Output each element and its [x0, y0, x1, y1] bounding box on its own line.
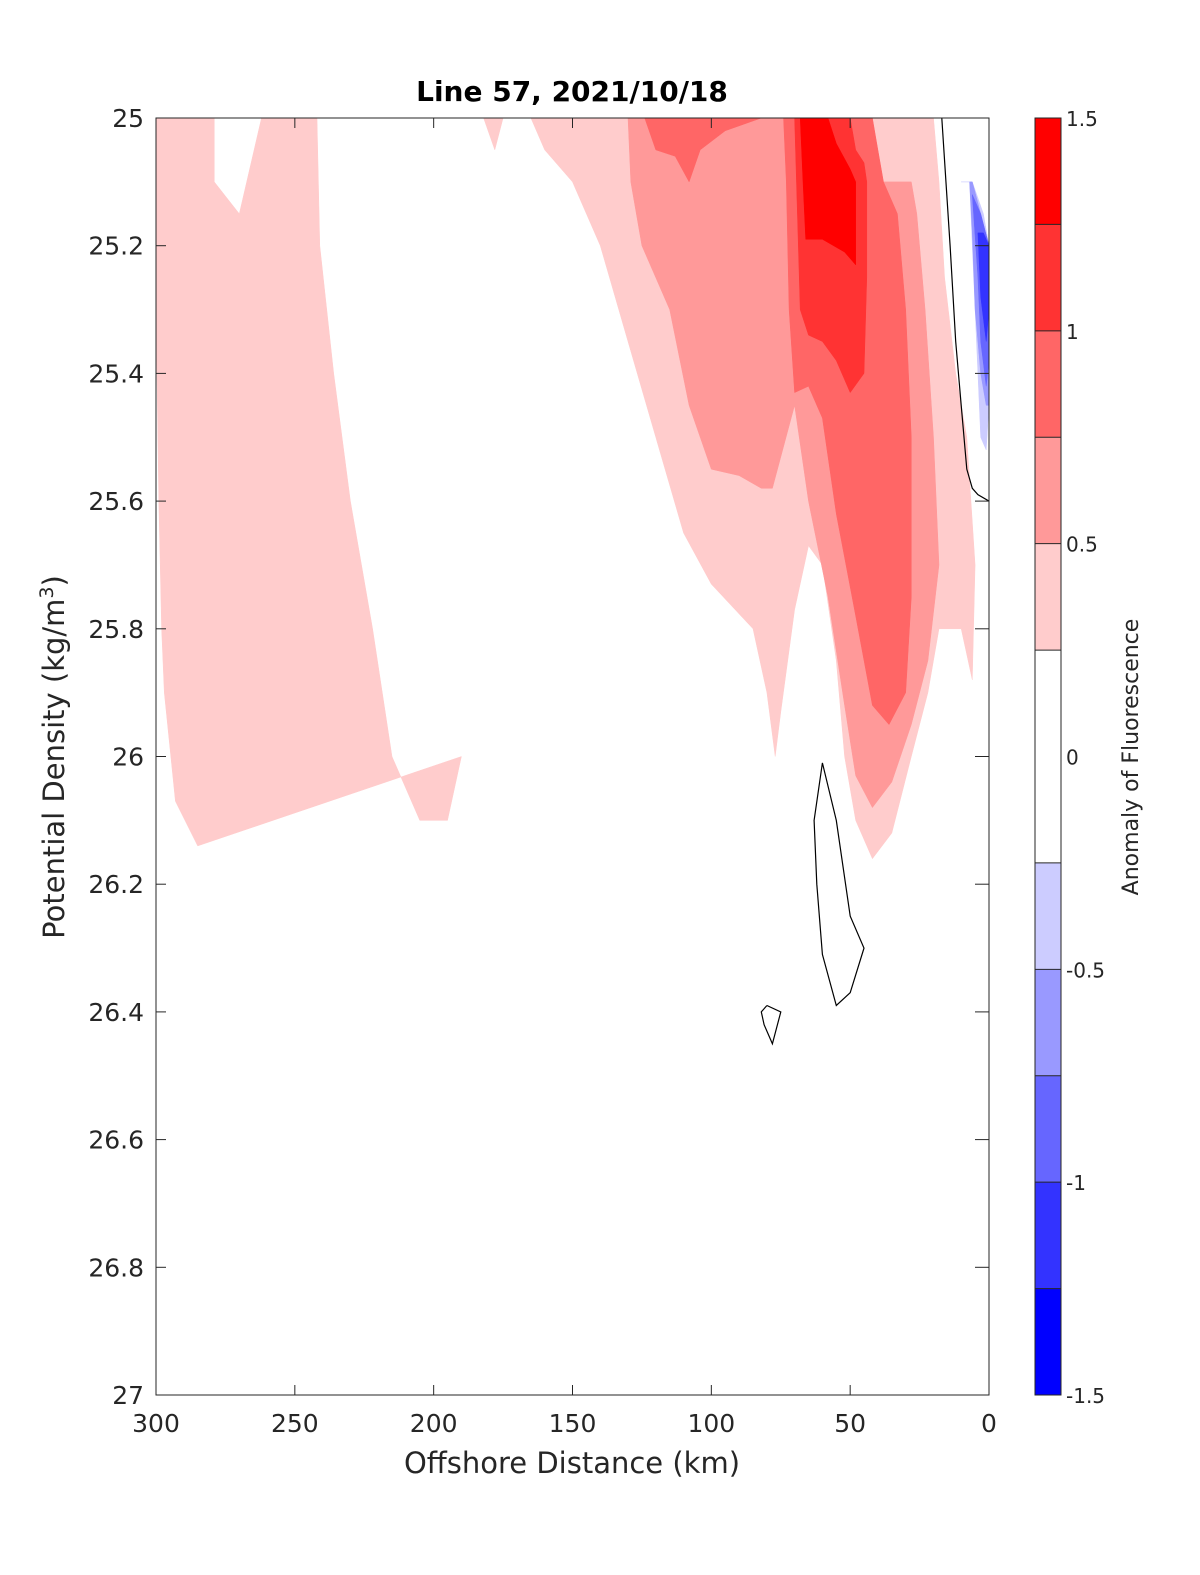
y-tick-label: 25 [112, 104, 144, 133]
y-tick-label: 27 [112, 1381, 144, 1410]
colorbar-band-3 [1035, 437, 1061, 544]
colorbar-band-10 [1035, 1288, 1061, 1395]
contour-region-10 [977, 232, 989, 342]
colorbar: 1.5 1 0.5 0 -0.5 -1 -1.5 Anomaly of Fluorescen… [1034, 107, 1144, 1408]
x-axis-label: Offshore Distance (km) [404, 1446, 740, 1480]
colorbar-band-5 [1035, 650, 1061, 863]
x-tick-label: 100 [687, 1409, 735, 1438]
x-tick-label: 200 [410, 1409, 458, 1438]
plot-area: 300 250 200 150 100 50 0 2525.225.425.625.8262… [88, 104, 997, 1438]
y-axis: 25 25.2 25.4 25.6 25.8 26 26.2 26.4 26.6 26.8 27 [88, 104, 989, 1410]
colorbar-tick-label: 1 [1066, 320, 1079, 344]
chart-title: Line 57, 2021/10/18 [416, 75, 728, 108]
y-axis-label: Potential Density (kg/m3) [36, 575, 71, 939]
colorbar-tick-label: -1 [1066, 1171, 1086, 1195]
contour-line-2 [760, 1004, 782, 1046]
colorbar-band-4 [1035, 543, 1061, 651]
contour-line-0 [941, 118, 989, 502]
colorbar-band-1 [1035, 224, 1061, 331]
contour-region-6 [799, 118, 856, 266]
y-tick-label: 26.8 [88, 1253, 144, 1282]
y-tick-label: 26.4 [88, 998, 144, 1027]
x-tick-label: 300 [132, 1409, 180, 1438]
contour-region-2 [483, 118, 504, 151]
colorbar-label: Anomaly of Fluorescence [1119, 619, 1144, 896]
colorbar-ticks: 1.5 1 0.5 0 -0.5 -1 -1.5 [1035, 107, 1105, 1408]
contour-fill-layer [156, 118, 989, 860]
colorbar-tick-label: 0 [1066, 746, 1079, 770]
contour-region-0 [156, 118, 462, 847]
x-axis: 300 250 200 150 100 50 0 [132, 118, 997, 1438]
colorbar-tick-label: 0.5 [1066, 533, 1098, 557]
contour-line-layer [760, 118, 989, 1046]
x-tick-label: 150 [549, 1409, 597, 1438]
x-tick-label: 0 [981, 1409, 997, 1438]
contour-line-1 [813, 762, 865, 1007]
y-tick-label: 26.2 [88, 870, 144, 899]
y-tick-label: 25.8 [88, 615, 144, 644]
colorbar-band-8 [1035, 1075, 1061, 1183]
x-tick-label: 250 [271, 1409, 319, 1438]
colorbar-band-0 [1035, 118, 1061, 225]
y-tick-label: 26 [112, 743, 144, 772]
colorbar-band-9 [1035, 1182, 1061, 1289]
y-tick-label: 25.6 [88, 487, 144, 516]
y-tick-label: 25.4 [88, 359, 144, 388]
x-tick-label: 50 [834, 1409, 866, 1438]
colorbar-band-7 [1035, 969, 1061, 1076]
colorbar-bands [1035, 118, 1061, 1395]
y-axis-label-main: Potential Density (kg/m [37, 599, 71, 939]
colorbar-tick-label: -1.5 [1066, 1384, 1105, 1408]
y-axis-label-end: ) [37, 575, 71, 586]
colorbar-band-6 [1035, 862, 1061, 970]
y-tick-label: 25.2 [88, 232, 144, 261]
y-axis-label-sup: 3 [36, 586, 58, 598]
colorbar-tick-label: 1.5 [1066, 107, 1098, 131]
colorbar-band-2 [1035, 330, 1061, 438]
colorbar-frame [1034, 117, 1062, 1396]
y-tick-label: 26.6 [88, 1126, 144, 1155]
colorbar-tick-label: -0.5 [1066, 958, 1105, 982]
